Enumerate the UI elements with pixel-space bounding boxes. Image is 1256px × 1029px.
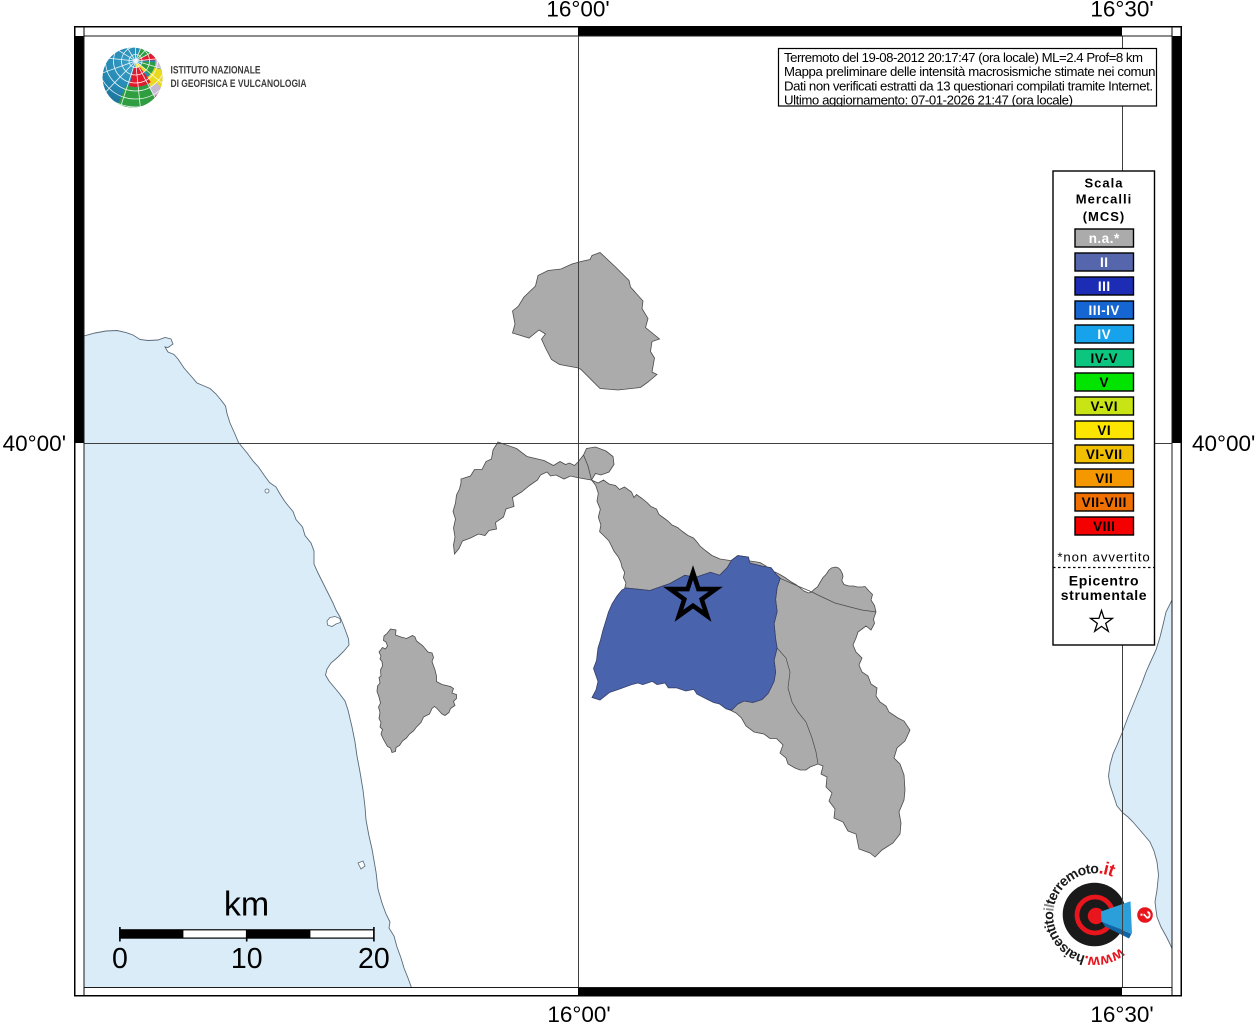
svg-text:VIII: VIII bbox=[1093, 519, 1115, 534]
svg-text:II: II bbox=[1100, 255, 1109, 270]
svg-text:VII-VIII: VII-VIII bbox=[1082, 495, 1127, 510]
svg-text:?: ? bbox=[1137, 910, 1154, 919]
svg-text:*non avvertito: *non avvertito bbox=[1057, 550, 1150, 565]
svg-text:Mappa preliminare delle intens: Mappa preliminare delle intensità macros… bbox=[784, 64, 1158, 79]
svg-text:Epicentro: Epicentro bbox=[1069, 573, 1139, 589]
svg-text:16°30': 16°30' bbox=[1090, 0, 1153, 22]
svg-text:Scala: Scala bbox=[1085, 176, 1124, 191]
svg-text:Mercalli: Mercalli bbox=[1076, 192, 1132, 207]
svg-text:V: V bbox=[1099, 375, 1109, 390]
svg-text:Ultimo aggiornamento: 07-01-20: Ultimo aggiornamento: 07-01-2026 21:47 (… bbox=[784, 93, 1073, 108]
svg-text:16°00': 16°00' bbox=[547, 1002, 610, 1024]
svg-text:strumentale: strumentale bbox=[1061, 587, 1148, 603]
svg-text:40°00': 40°00' bbox=[1192, 431, 1255, 456]
svg-text:(MCS): (MCS) bbox=[1083, 209, 1126, 224]
svg-text:V-VI: V-VI bbox=[1090, 399, 1118, 414]
svg-text:n.a.*: n.a.* bbox=[1089, 231, 1120, 246]
svg-text:16°00': 16°00' bbox=[546, 0, 609, 22]
svg-text:0: 0 bbox=[112, 943, 128, 975]
svg-text:Terremoto del 19-08-2012 20:17: Terremoto del 19-08-2012 20:17:47 (ora l… bbox=[784, 50, 1143, 65]
svg-text:DI GEOFISICA E VULCANOLOGIA: DI GEOFISICA E VULCANOLOGIA bbox=[171, 78, 307, 90]
svg-text:III-IV: III-IV bbox=[1088, 303, 1120, 318]
svg-text:IV-V: IV-V bbox=[1090, 351, 1118, 366]
svg-text:km: km bbox=[224, 886, 269, 924]
svg-text:10: 10 bbox=[231, 943, 263, 975]
svg-text:VI-VII: VI-VII bbox=[1086, 447, 1123, 462]
svg-text:ISTITUTO NAZIONALE: ISTITUTO NAZIONALE bbox=[171, 65, 262, 77]
svg-text:VI: VI bbox=[1097, 423, 1111, 438]
svg-text:16°30': 16°30' bbox=[1090, 1002, 1153, 1024]
svg-text:Dati non verificati estratti d: Dati non verificati estratti da 13 quest… bbox=[784, 78, 1153, 93]
svg-text:40°00': 40°00' bbox=[3, 431, 66, 456]
svg-text:20: 20 bbox=[358, 943, 390, 975]
svg-text:VII: VII bbox=[1095, 471, 1113, 486]
svg-text:III: III bbox=[1098, 279, 1111, 294]
svg-text:IV: IV bbox=[1097, 327, 1111, 342]
